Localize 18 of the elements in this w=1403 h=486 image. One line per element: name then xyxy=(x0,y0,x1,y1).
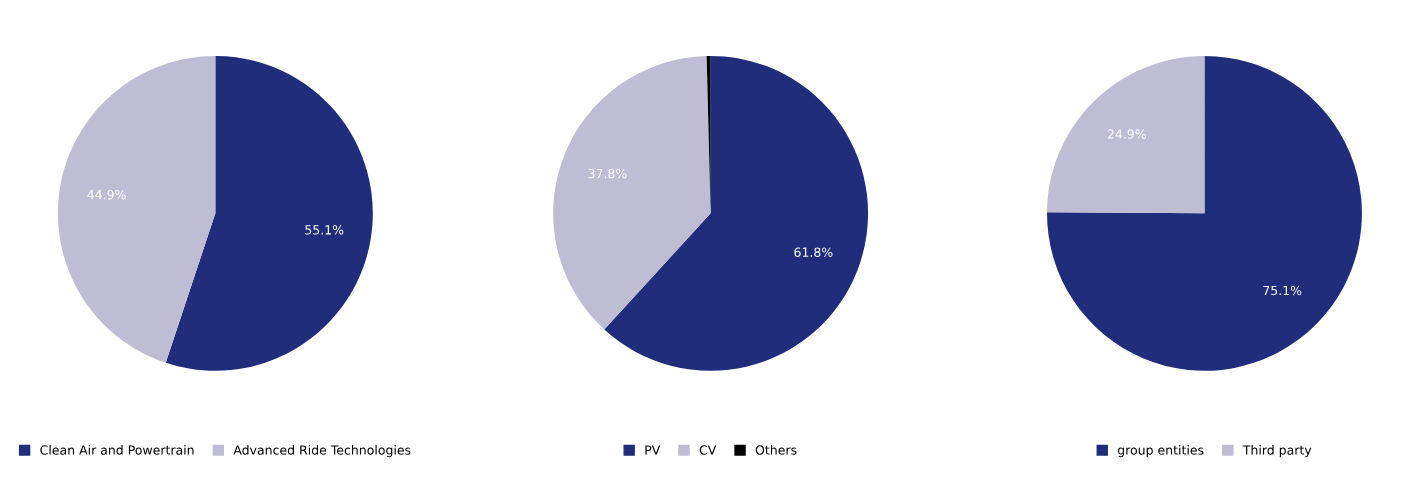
legend-label: CV xyxy=(699,445,717,455)
legend-label: Third party xyxy=(1242,445,1312,458)
legend-label: group entities xyxy=(1117,445,1204,458)
legend-label: Advanced Ride Technologies xyxy=(233,445,411,458)
legend-label: Clean Air and Powertrain xyxy=(40,445,194,455)
legend-label: Others xyxy=(755,445,797,455)
data-label: 55.1% xyxy=(305,225,344,235)
data-label: 24.9% xyxy=(1107,129,1146,139)
data-label: 61.8% xyxy=(794,247,833,257)
data-label: 75.1% xyxy=(1263,285,1302,296)
pie-slice xyxy=(553,55,711,330)
legend-label: PV xyxy=(645,445,661,455)
pie-slice xyxy=(165,55,373,371)
data-label: 44.9% xyxy=(87,189,126,200)
pie-slice xyxy=(1047,55,1362,371)
pie-slice xyxy=(57,55,216,363)
data-label: 37.8% xyxy=(588,168,627,179)
pie-slice xyxy=(1047,55,1205,214)
